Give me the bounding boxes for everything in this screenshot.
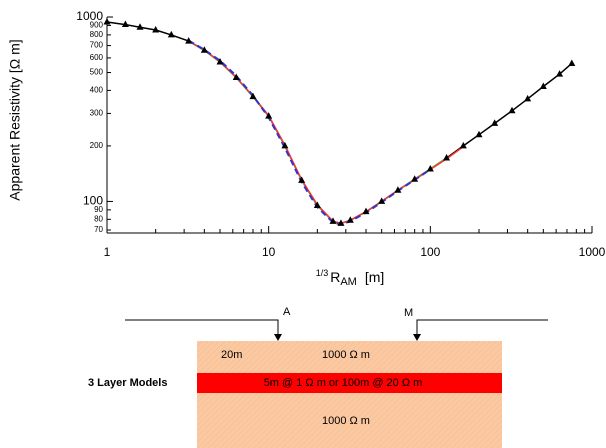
- y-tick-label: 70: [94, 225, 103, 234]
- data-point: [508, 106, 516, 114]
- data-point: [346, 216, 354, 223]
- data-point: [313, 201, 321, 209]
- data-point: [568, 59, 576, 66]
- data-point: [121, 20, 129, 28]
- diagram-caption: 3 Layer Models: [88, 377, 167, 389]
- data-point: [136, 23, 144, 30]
- electrode-label: M: [404, 307, 413, 319]
- x-tick-label: 1: [104, 245, 111, 259]
- y-tick-label: 1000: [76, 9, 103, 23]
- y-tick-label: 900: [90, 21, 104, 30]
- x-label-symbol: R: [330, 269, 340, 285]
- data-point: [378, 197, 386, 204]
- y-tick-label: 200: [90, 141, 104, 150]
- electrode-a-wire: [125, 319, 279, 336]
- data-point: [394, 186, 402, 193]
- data-point: [426, 164, 434, 172]
- y-tick-label: 80: [94, 214, 103, 223]
- y-tick-label: 700: [90, 41, 104, 50]
- series-line: [188, 39, 431, 226]
- chart: Apparent Resistivity [Ω m] 1/3 RAM [m] 70 8…: [7, 9, 606, 288]
- data-point: [216, 58, 224, 65]
- electrode-a-arrow: [274, 334, 282, 341]
- data-point: [459, 141, 467, 149]
- data-point: [185, 37, 193, 44]
- x-label-unit: [m]: [365, 269, 384, 285]
- data-point: [337, 219, 345, 226]
- data-point: [329, 217, 337, 224]
- y-tick-label: 800: [90, 30, 104, 39]
- x-tick-label: 10: [262, 245, 276, 259]
- data-point: [411, 175, 419, 182]
- x-tick-label: 100: [420, 245, 440, 259]
- y-tick-label: 300: [90, 109, 104, 118]
- data-point: [249, 92, 257, 100]
- y-tick-label: 500: [90, 68, 104, 77]
- electrode-label: A: [283, 306, 291, 318]
- middle-layer: [197, 373, 502, 393]
- x-axis-label: 1/3 RAM [m]: [316, 268, 385, 288]
- data-point: [491, 119, 499, 126]
- data-point: [443, 153, 451, 161]
- data-point: [167, 30, 175, 38]
- electrode-m-wire: [416, 319, 548, 336]
- layer-resistivity: 1000 Ω m: [322, 415, 370, 427]
- data-point: [524, 94, 532, 102]
- data-point: [475, 130, 483, 138]
- data-point: [200, 46, 208, 53]
- data-point: [152, 26, 160, 33]
- x-tick-label: 1000: [579, 245, 606, 259]
- data-point: [232, 73, 240, 80]
- data-point: [298, 176, 306, 183]
- series-line: [106, 21, 573, 225]
- x-label-subscript: AM: [340, 276, 357, 288]
- data-point: [539, 82, 547, 89]
- data-point: [103, 17, 111, 25]
- data-point: [362, 207, 370, 215]
- layer-resistivity: 5m @ 1 Ω m or 100m @ 20 Ω m: [264, 377, 423, 389]
- series-line: [188, 40, 464, 225]
- data-point: [265, 112, 273, 119]
- diagram: A M 20m 1000 Ω m 3 Layer Models 5m @ 1 Ω…: [88, 306, 548, 448]
- y-tick-label: 90: [94, 205, 103, 214]
- layer-background: [197, 341, 502, 448]
- data-point: [556, 70, 564, 77]
- x-label-fraction: 1/3: [316, 268, 329, 278]
- y-tick-label: 600: [90, 53, 104, 62]
- layer-thickness: 20m: [221, 349, 242, 361]
- y-tick-label: 400: [90, 86, 104, 95]
- y-axis-label: Apparent Resistivity [Ω m]: [7, 39, 23, 200]
- layer-resistivity: 1000 Ω m: [322, 349, 370, 361]
- data-point: [281, 141, 289, 149]
- electrode-m-arrow: [413, 334, 421, 341]
- y-tick-label: 100: [83, 194, 103, 208]
